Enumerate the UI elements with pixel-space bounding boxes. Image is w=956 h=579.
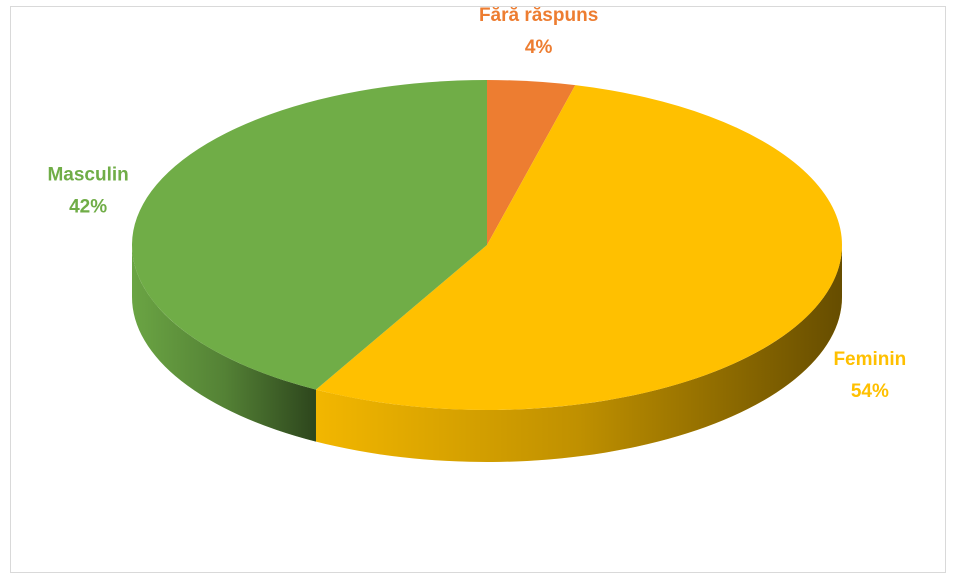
slice-label: Fără răspuns bbox=[479, 5, 598, 26]
slice-label: Feminin bbox=[833, 349, 906, 370]
slice-side-shade bbox=[131, 245, 316, 442]
slice-value-label: 4% bbox=[525, 37, 553, 58]
slice-side-shade bbox=[315, 245, 843, 463]
slice-label: Masculin bbox=[47, 165, 128, 186]
slice bbox=[132, 80, 488, 390]
slice bbox=[487, 80, 576, 245]
slice-value-label: 42% bbox=[69, 197, 107, 218]
slice bbox=[315, 85, 843, 410]
slice-value-label: 54% bbox=[851, 381, 889, 402]
